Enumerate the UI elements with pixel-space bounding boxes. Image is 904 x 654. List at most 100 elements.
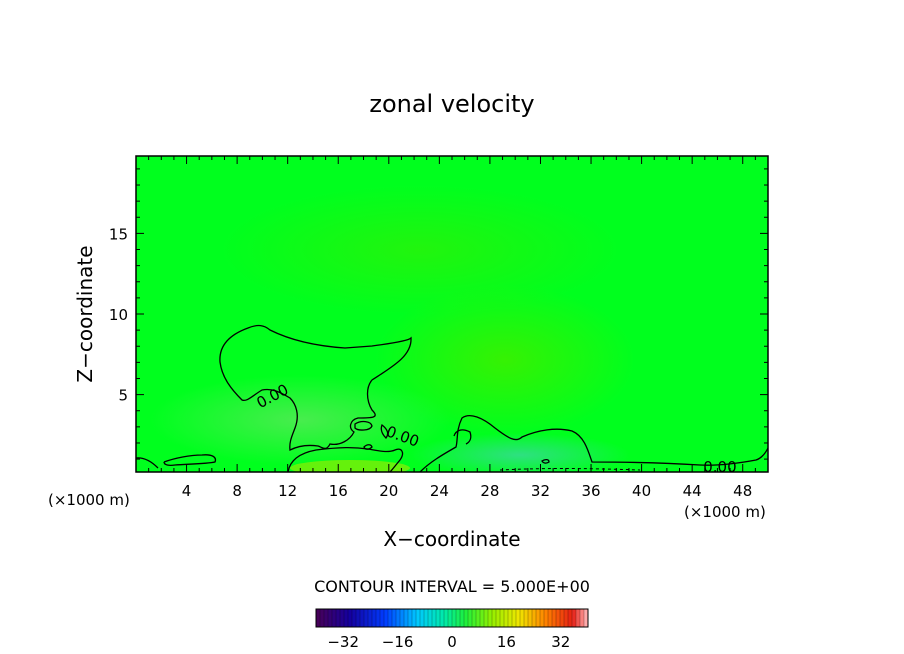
x-axis-label: X−coordinate	[383, 527, 520, 551]
colorbar-cell	[468, 609, 473, 627]
zero-contour-small-loop	[541, 458, 550, 464]
colorbar-cell	[464, 609, 469, 627]
contour-interval: CONTOUR INTERVAL = 5.000E+00	[314, 577, 590, 596]
colorbar-cell	[440, 609, 445, 627]
x-tick-label: 24	[430, 482, 449, 500]
colorbar-tick-label: 16	[497, 633, 516, 651]
contour-label: 0.00	[703, 458, 736, 476]
colorbar-tick-label: 0	[447, 633, 457, 651]
x-tick-label: 40	[632, 482, 651, 500]
colorbar-cell	[340, 609, 345, 627]
colorbar-cell	[424, 609, 429, 627]
colorbar-cell	[320, 609, 325, 627]
colorbar-cell	[436, 609, 441, 627]
colorbar-cell	[524, 609, 529, 627]
x-tick-label: 28	[480, 482, 499, 500]
colorbar-cell	[372, 609, 377, 627]
colorbar-cell	[400, 609, 405, 627]
colorbar-cell	[448, 609, 453, 627]
colorbar-cell	[324, 609, 329, 627]
colorbar-cell	[512, 609, 517, 627]
colorbar-cell	[404, 609, 409, 627]
zero-contour-near-surface	[136, 414, 768, 472]
y-axis-ticks: 5 10 15	[109, 168, 768, 460]
colorbar-cell	[520, 609, 525, 627]
x-tick-label: 4	[182, 482, 192, 500]
colorbar-cell	[348, 609, 353, 627]
x-tick-label: 32	[531, 482, 550, 500]
colorbar-cell	[472, 609, 477, 627]
colorbar-ticks: −32 −16 0 16 32	[327, 633, 570, 651]
colorbar-cell	[576, 609, 581, 627]
colorbar-cell	[392, 609, 397, 627]
colorbar-cell	[532, 609, 537, 627]
colorbar-cell	[552, 609, 557, 627]
x-axis-ticks: 4 8 12 16 20 24 28 32 36 40 44 48	[148, 156, 756, 500]
colorbar-cell	[484, 609, 489, 627]
x-tick-label: 48	[733, 482, 752, 500]
colorbar-cell	[368, 609, 373, 627]
field-upper-shade	[220, 185, 620, 315]
y-axis-label: Z−coordinate	[73, 245, 97, 382]
colorbar-cell	[584, 609, 589, 627]
colorbar-cell	[396, 609, 401, 627]
colorbar-cell	[544, 609, 549, 627]
zero-contour-island-3	[380, 423, 389, 439]
colorbar-cell	[528, 609, 533, 627]
x-tick-label: 16	[329, 482, 348, 500]
colorbar-cell	[328, 609, 333, 627]
colorbar-cell	[568, 609, 573, 627]
field-left-shade	[150, 375, 450, 465]
colorbar-cell	[580, 609, 585, 627]
colorbar-cell	[504, 609, 509, 627]
colorbar-cell	[344, 609, 349, 627]
zero-contours	[136, 324, 768, 472]
colorbar-cell	[336, 609, 341, 627]
colorbar-cell	[516, 609, 521, 627]
colorbar-cell	[548, 609, 553, 627]
colorbar-cell	[536, 609, 541, 627]
y-tick-label: 10	[109, 306, 128, 324]
x-tick-label: 20	[379, 482, 398, 500]
colorbar-cell	[496, 609, 501, 627]
colorbar-cell	[376, 609, 381, 627]
colorbar-cell	[508, 609, 513, 627]
plot-area	[136, 156, 768, 472]
colorbar-cell	[488, 609, 493, 627]
chart-title: zonal velocity	[369, 90, 534, 118]
colorbar-cell	[476, 609, 481, 627]
colorbar-tick-label: −32	[327, 633, 359, 651]
colorbar-cell	[432, 609, 437, 627]
colorbar-tick-label: 32	[551, 633, 570, 651]
x-tick-label: 12	[278, 482, 297, 500]
colorbar-cell	[444, 609, 449, 627]
colorbar-cell	[500, 609, 505, 627]
y-tick-label: 15	[109, 225, 128, 243]
x-tick-label: 44	[683, 482, 702, 500]
zero-contour-main	[219, 324, 412, 451]
colorbar-cell	[428, 609, 433, 627]
colorbar-cell	[332, 609, 337, 627]
colorbar	[316, 609, 589, 627]
field-surface-shade	[290, 460, 410, 472]
field-core-shade	[375, 285, 635, 435]
x-tick-label: 36	[581, 482, 600, 500]
colorbar-cell	[460, 609, 465, 627]
field-bottom-shade	[410, 433, 630, 472]
colorbar-cell	[560, 609, 565, 627]
colorbar-cell	[352, 609, 357, 627]
x-unit-left: (×1000 m)	[48, 491, 130, 509]
colorbar-cell	[416, 609, 421, 627]
colorbar-cell	[564, 609, 569, 627]
colorbar-cell	[360, 609, 365, 627]
colorbar-cell	[492, 609, 497, 627]
colorbar-cell	[456, 609, 461, 627]
zero-contour-bump	[453, 429, 472, 445]
colorbar-cell	[572, 609, 577, 627]
colorbar-cell	[356, 609, 361, 627]
colorbar-cell	[316, 609, 321, 627]
colorbar-cell	[540, 609, 545, 627]
colorbar-cell	[408, 609, 413, 627]
colorbar-cell	[412, 609, 417, 627]
